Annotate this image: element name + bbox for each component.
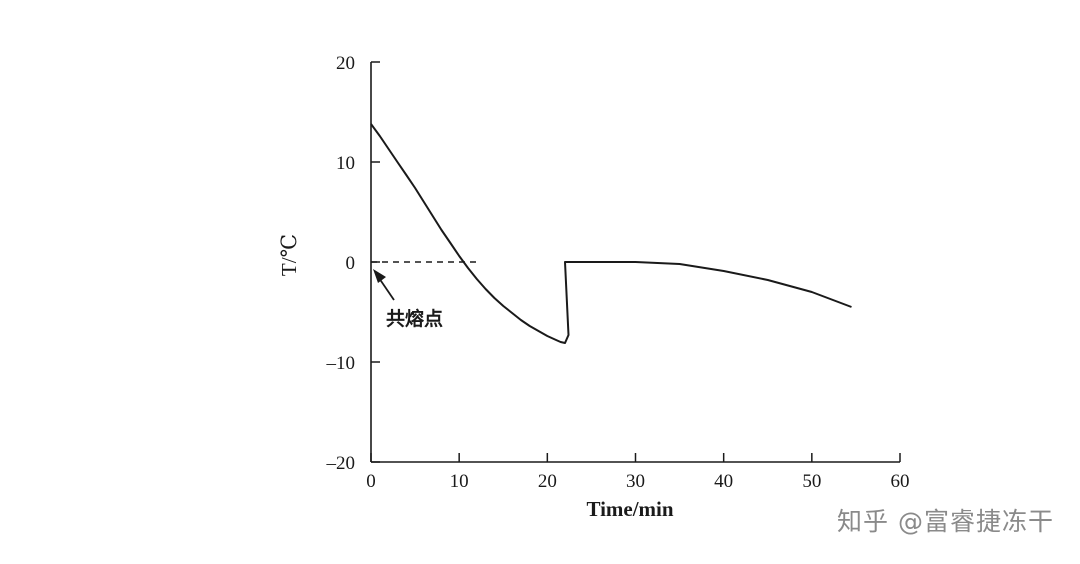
y-tick-label: –10 <box>326 353 356 374</box>
temperature-curve <box>370 123 852 344</box>
x-tick-label: 0 <box>366 471 376 492</box>
x-tick-label: 60 <box>891 471 910 492</box>
x-tick-label: 10 <box>450 471 469 492</box>
x-axis-title: Time/min <box>586 497 673 521</box>
series-layer <box>370 123 852 344</box>
eutectic-annotation: 共熔点 <box>373 269 443 330</box>
y-tick-label: 0 <box>346 253 356 274</box>
x-axis-ticks: 0 10 20 30 40 50 60 <box>366 453 910 492</box>
y-tick-label: 10 <box>336 153 355 174</box>
y-tick-label: 20 <box>336 53 355 74</box>
annotation-label: 共熔点 <box>386 307 443 330</box>
annotation-arrowhead <box>373 269 386 283</box>
plot-area: 20 10 0 –10 –20 0 10 20 30 40 50 60 T/℃ Time/min 共… <box>277 53 910 521</box>
y-tick-label: –20 <box>326 453 356 474</box>
y-axis-ticks: 20 10 0 –10 –20 <box>326 53 380 474</box>
y-axis-title: T/℃ <box>277 234 301 276</box>
x-tick-label: 20 <box>538 471 557 492</box>
watermark: 知乎 @富睿捷冻干 <box>837 507 1054 536</box>
x-tick-label: 50 <box>802 471 821 492</box>
annotation-arrow-shaft <box>378 277 395 301</box>
x-tick-label: 40 <box>714 471 733 492</box>
x-tick-label: 30 <box>626 471 645 492</box>
